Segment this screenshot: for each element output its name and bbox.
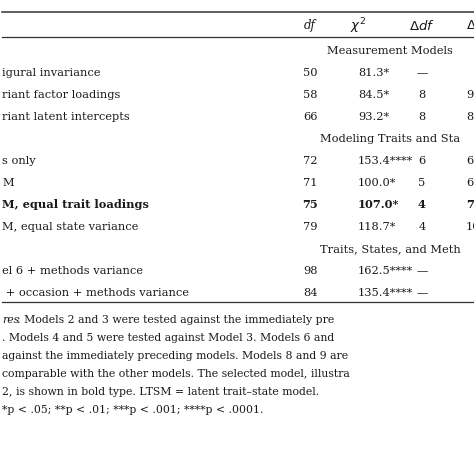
Text: 75: 75 [302,200,318,210]
Text: + occasion + methods variance: + occasion + methods variance [2,288,189,298]
Text: 6: 6 [466,178,473,188]
Text: 4: 4 [418,200,426,210]
Text: df: df [304,19,316,33]
Text: 98: 98 [303,266,317,276]
Text: 153.4****: 153.4**** [358,156,413,166]
Text: *p < .05; **p < .01; ***p < .001; ****p < .0001.: *p < .05; **p < .01; ***p < .001; ****p … [2,405,264,415]
Text: 6: 6 [419,156,426,166]
Text: . Models 4 and 5 were tested against Model 3. Models 6 and: . Models 4 and 5 were tested against Mod… [2,333,334,343]
Text: 84: 84 [303,288,317,298]
Text: 162.5****: 162.5**** [358,266,413,276]
Text: 79: 79 [303,222,317,232]
Text: Traits, States, and Meth: Traits, States, and Meth [319,244,460,254]
Text: 118.7*: 118.7* [358,222,396,232]
Text: $\Delta\chi^2$: $\Delta\chi^2$ [466,16,474,36]
Text: : Models 2 and 3 were tested against the immediately pre: : Models 2 and 3 were tested against the… [17,315,334,325]
Text: $\Delta df$: $\Delta df$ [409,19,435,33]
Text: Measurement Models: Measurement Models [327,46,453,56]
Text: M: M [2,178,14,188]
Text: 5: 5 [419,178,426,188]
Text: 7: 7 [466,200,474,210]
Text: 4: 4 [419,222,426,232]
Text: M, equal state variance: M, equal state variance [2,222,138,232]
Text: el 6 + methods variance: el 6 + methods variance [2,266,143,276]
Text: 8: 8 [419,90,426,100]
Text: against the immediately preceding models. Models 8 and 9 are: against the immediately preceding models… [2,351,348,361]
Text: 93.2*: 93.2* [358,112,389,122]
Text: 8: 8 [419,112,426,122]
Text: 50: 50 [303,68,317,78]
Text: 58: 58 [303,90,317,100]
Text: 66: 66 [303,112,317,122]
Text: res: res [2,315,19,325]
Text: Modeling Traits and Sta: Modeling Traits and Sta [320,134,460,144]
Text: comparable with the other models. The selected model, illustra: comparable with the other models. The se… [2,369,350,379]
Text: riant factor loadings: riant factor loadings [2,90,120,100]
Text: igural invariance: igural invariance [2,68,100,78]
Text: 2, is shown in bold type. LTSM = latent trait–state model.: 2, is shown in bold type. LTSM = latent … [2,387,319,397]
Text: 72: 72 [303,156,317,166]
Text: —: — [416,68,428,78]
Text: 135.4****: 135.4**** [358,288,413,298]
Text: 84.5*: 84.5* [358,90,389,100]
Text: M, equal trait loadings: M, equal trait loadings [2,200,149,210]
Text: 107.0*: 107.0* [358,200,400,210]
Text: —: — [416,288,428,298]
Text: —: — [416,266,428,276]
Text: 81.3*: 81.3* [358,68,389,78]
Text: 10: 10 [466,222,474,232]
Text: $\chi^2$: $\chi^2$ [350,16,366,36]
Text: 100.0*: 100.0* [358,178,396,188]
Text: s only: s only [2,156,36,166]
Text: riant latent intercepts: riant latent intercepts [2,112,130,122]
Text: 71: 71 [303,178,317,188]
Text: 8: 8 [466,112,473,122]
Text: 60: 60 [466,156,474,166]
Text: 9: 9 [466,90,473,100]
